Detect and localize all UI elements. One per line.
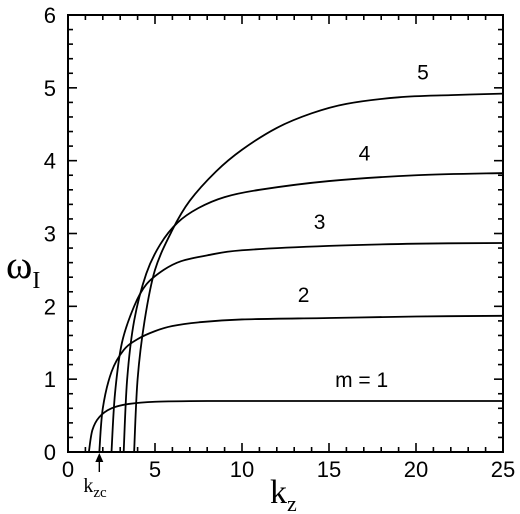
curve-label-2: 2 <box>298 284 310 307</box>
x-tick-label: 5 <box>149 457 161 482</box>
curve-label-1: m = 1 <box>335 369 388 392</box>
curve-3 <box>110 242 504 453</box>
y-axis-title-sub: I <box>32 268 40 294</box>
y-tick-label: 5 <box>44 76 56 101</box>
x-tick-label: 25 <box>491 457 515 482</box>
curve-label-5: 5 <box>417 61 429 84</box>
y-tick-label: 1 <box>44 367 56 392</box>
y-tick-label: 0 <box>44 440 56 465</box>
x-axis-title-main: k <box>270 474 287 511</box>
x-axis-title: kz <box>270 474 297 514</box>
x-tick-label: 20 <box>404 457 428 482</box>
y-tick-label: 6 <box>44 3 56 28</box>
y-tick-label: 3 <box>44 222 56 247</box>
x-tick-label: 0 <box>62 457 74 482</box>
plot-frame <box>67 14 504 453</box>
kzc-annotation: kzc <box>83 453 107 501</box>
y-axis-title: ωI <box>6 242 40 294</box>
kzc-arrow-head <box>95 453 104 462</box>
kzc-label-sub: zc <box>93 485 107 501</box>
y-tick-label: 4 <box>44 149 56 174</box>
x-axis-title-sub: z <box>287 491 297 514</box>
curve-1 <box>87 400 503 453</box>
x-tick-label: 10 <box>230 457 254 482</box>
curve-label-4: 4 <box>359 142 371 165</box>
y-axis-title-main: ω <box>6 242 32 287</box>
curve-2 <box>98 314 504 453</box>
x-tick-label: 15 <box>317 457 341 482</box>
y-tick-label: 2 <box>44 294 56 319</box>
curve-5 <box>133 92 504 453</box>
kzc-label-main: k <box>83 475 93 497</box>
curve-4 <box>122 172 504 453</box>
kzc-label: kzc <box>83 475 107 501</box>
curve-label-3: 3 <box>314 211 326 234</box>
